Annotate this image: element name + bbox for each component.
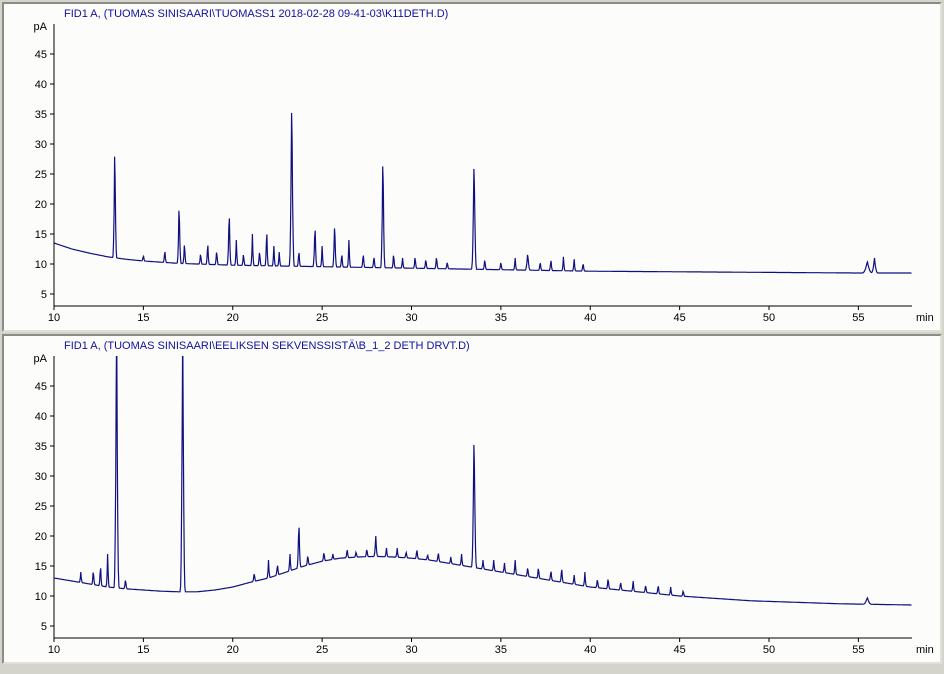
svg-text:25: 25 <box>35 501 47 513</box>
svg-text:30: 30 <box>35 471 47 483</box>
svg-text:min: min <box>916 644 934 656</box>
svg-text:15: 15 <box>137 312 149 324</box>
chromatogram-panel-1: FID1 A, (TUOMAS SINISAARI\TUOMASS1 2018-… <box>2 2 942 332</box>
svg-text:20: 20 <box>35 199 47 211</box>
svg-text:25: 25 <box>316 644 328 656</box>
svg-text:15: 15 <box>35 229 47 241</box>
chromatogram-panel-2: FID1 A, (TUOMAS SINISAARI\EELIKSEN SEKVE… <box>2 334 942 664</box>
svg-text:40: 40 <box>584 312 596 324</box>
svg-text:30: 30 <box>405 312 417 324</box>
svg-text:30: 30 <box>35 139 47 151</box>
chromatogram-chart-2: 5101520253035404510152025303540455055pAm… <box>4 336 940 660</box>
svg-text:10: 10 <box>48 644 60 656</box>
svg-text:35: 35 <box>35 109 47 121</box>
svg-text:45: 45 <box>674 644 686 656</box>
svg-text:25: 25 <box>316 312 328 324</box>
svg-text:50: 50 <box>763 644 775 656</box>
svg-text:min: min <box>916 312 934 324</box>
svg-text:20: 20 <box>227 644 239 656</box>
svg-text:10: 10 <box>48 312 60 324</box>
svg-text:15: 15 <box>137 644 149 656</box>
svg-text:50: 50 <box>763 312 775 324</box>
svg-text:10: 10 <box>35 591 47 603</box>
svg-text:45: 45 <box>35 381 47 393</box>
svg-text:45: 45 <box>674 312 686 324</box>
svg-text:40: 40 <box>35 79 47 91</box>
svg-text:30: 30 <box>405 644 417 656</box>
svg-text:pA: pA <box>34 353 48 365</box>
svg-text:40: 40 <box>35 411 47 423</box>
chart-title-2: FID1 A, (TUOMAS SINISAARI\EELIKSEN SEKVE… <box>64 340 470 352</box>
svg-text:20: 20 <box>227 312 239 324</box>
svg-text:35: 35 <box>35 441 47 453</box>
svg-text:20: 20 <box>35 531 47 543</box>
chart-title-1: FID1 A, (TUOMAS SINISAARI\TUOMASS1 2018-… <box>64 8 448 20</box>
svg-text:35: 35 <box>495 644 507 656</box>
svg-text:55: 55 <box>852 644 864 656</box>
svg-text:55: 55 <box>852 312 864 324</box>
chromatogram-chart-1: 5101520253035404510152025303540455055pAm… <box>4 4 940 328</box>
svg-text:15: 15 <box>35 561 47 573</box>
svg-text:35: 35 <box>495 312 507 324</box>
svg-text:25: 25 <box>35 169 47 181</box>
svg-text:10: 10 <box>35 259 47 271</box>
svg-text:45: 45 <box>35 49 47 61</box>
svg-text:pA: pA <box>34 21 48 33</box>
svg-text:5: 5 <box>41 621 47 633</box>
svg-text:40: 40 <box>584 644 596 656</box>
svg-text:5: 5 <box>41 289 47 301</box>
